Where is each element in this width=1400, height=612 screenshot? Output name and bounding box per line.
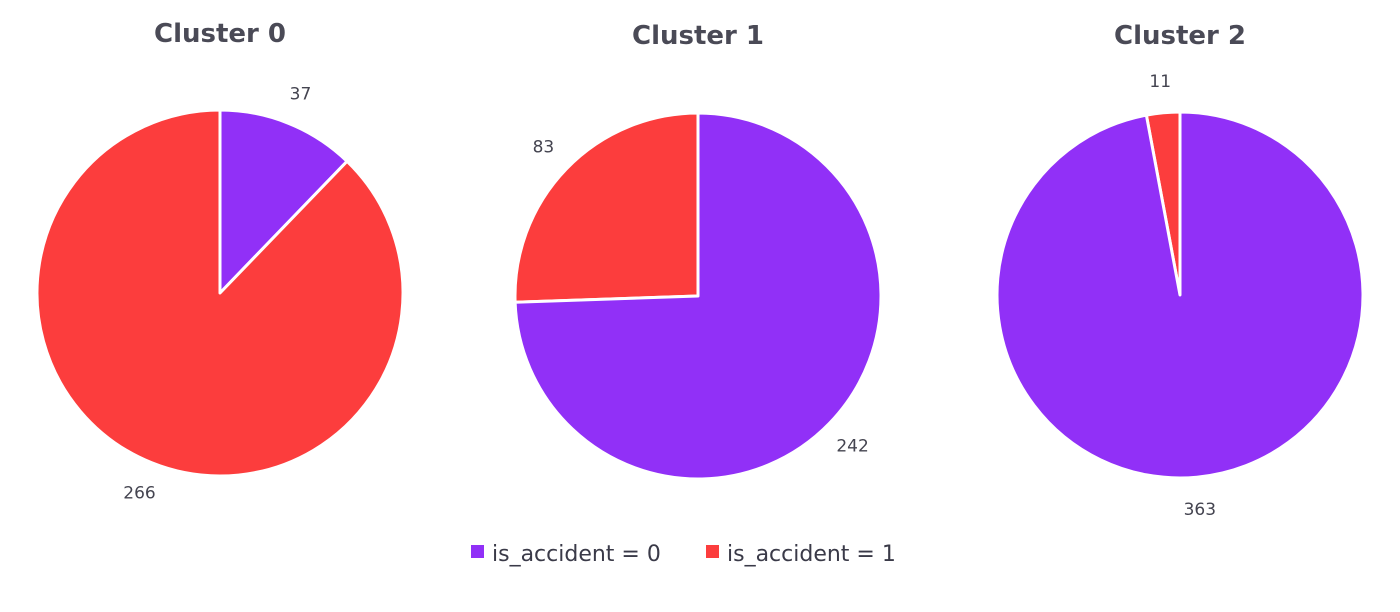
pie-slice-1-0[interactable] [513,111,883,481]
legend-label-1: is_accident = 1 [727,542,896,567]
pie-chart-2: Cluster 2 11 363 [995,21,1365,520]
legend-swatch-1 [706,545,719,558]
pie-title-0: Cluster 0 [154,19,286,49]
pie-slice-1-1[interactable] [513,111,700,304]
pie-slice-0-1[interactable] [35,108,405,478]
pie-chart-1: Cluster 1 83 242 [513,21,883,481]
pie-slice-0-0[interactable] [218,108,349,295]
pie-title-1: Cluster 1 [632,21,764,51]
slice-value-label-1-0: 242 [836,436,868,456]
legend-item-1[interactable]: is_accident = 1 [706,542,896,567]
slice-value-label-0-0: 37 [290,85,312,105]
pie-chart-0: Cluster 0 37 266 [35,19,405,503]
slice-value-label-1-1: 83 [533,138,555,158]
legend-item-0[interactable]: is_accident = 0 [471,542,661,567]
slice-value-label-2-1: 11 [1149,72,1171,92]
pie-slice-2-0[interactable] [995,110,1365,480]
legend-swatch-0 [471,545,484,558]
pie-title-2: Cluster 2 [1114,21,1246,51]
pies-layer: Cluster 0 37 266 Cluster 1 83 242 Cluster 2 11 3… [35,19,1365,520]
slice-value-label-2-0: 363 [1184,500,1216,520]
slice-value-label-0-1: 266 [123,483,155,503]
legend-label-0: is_accident = 0 [492,542,661,567]
legend: is_accident = 0 is_accident = 1 [471,542,896,567]
